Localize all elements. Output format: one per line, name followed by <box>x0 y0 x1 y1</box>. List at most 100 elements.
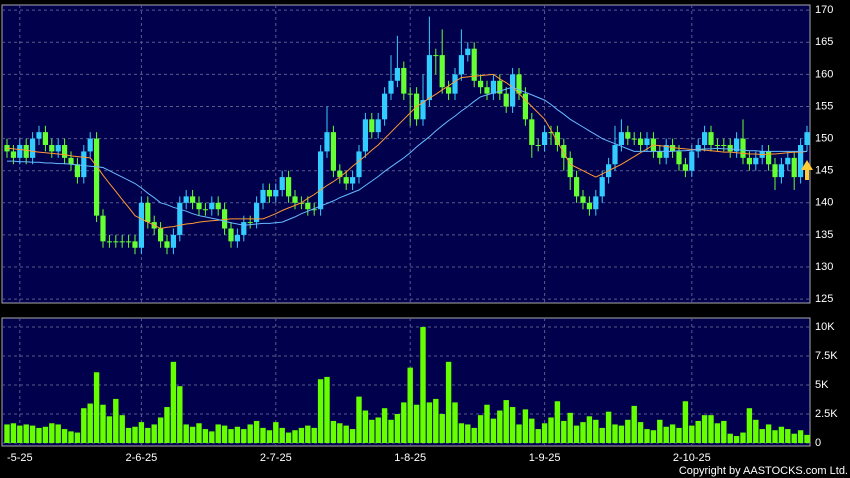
volume-tick-label: 2.5K <box>815 408 838 420</box>
candle-body <box>266 189 272 197</box>
candle-body <box>190 196 196 203</box>
volume-bar <box>522 409 529 443</box>
volume-bar <box>765 424 772 443</box>
volume-bar <box>145 427 151 443</box>
volume-bar <box>759 429 765 443</box>
candle-body <box>113 241 119 243</box>
candle-body <box>119 241 125 243</box>
volume-bar <box>4 424 10 443</box>
candle-body <box>286 177 292 197</box>
candle-body <box>478 80 484 88</box>
copyright: Copyright by AASTOCKS.com Ltd. <box>679 465 848 477</box>
candle-body <box>292 196 298 203</box>
candle-body <box>638 138 644 146</box>
candle-body <box>202 209 208 211</box>
candle-body <box>388 80 394 94</box>
volume-bar <box>439 414 445 443</box>
volume-bar <box>337 423 343 443</box>
candle-body <box>785 157 791 165</box>
volume-bar <box>356 396 362 443</box>
candle-body <box>529 119 535 146</box>
volume-bar <box>81 408 87 443</box>
volume-bar <box>23 424 29 443</box>
candle-body <box>471 48 477 81</box>
candle-body <box>714 145 720 147</box>
y-tick-label: 130 <box>815 261 833 273</box>
volume-bar <box>253 420 260 443</box>
volume-bar <box>388 419 394 443</box>
candle-body <box>612 145 618 165</box>
volume-bar <box>586 416 593 443</box>
volume-bar <box>349 429 356 443</box>
candle-body <box>273 189 279 197</box>
volume-bar <box>714 423 721 443</box>
candle-body <box>49 145 55 152</box>
candle-body <box>177 202 183 235</box>
candle-body <box>670 145 676 152</box>
volume-bar <box>689 425 695 443</box>
volume-bar <box>61 429 68 443</box>
candle-body <box>452 74 458 94</box>
volume-bar <box>241 429 247 443</box>
volume-bar <box>215 424 221 443</box>
y-tick-label: 145 <box>815 165 833 177</box>
volume-bar <box>196 423 202 443</box>
volume-bar <box>279 427 285 443</box>
volume-bar <box>394 414 401 443</box>
volume-bar <box>401 402 407 443</box>
x-tick-label: -5-25 <box>7 452 33 464</box>
candle-body <box>138 202 144 248</box>
candle-body <box>631 138 637 140</box>
volume-bar <box>413 404 420 443</box>
x-tick-label: 2-6-25 <box>126 452 158 464</box>
candle-body <box>458 55 464 75</box>
candle-body <box>369 119 375 133</box>
candle-body <box>503 93 509 107</box>
volume-bar <box>541 423 548 443</box>
volume-bar <box>797 430 804 443</box>
volume-bar <box>125 427 132 443</box>
volume-bar <box>42 426 49 443</box>
candle-body <box>30 138 36 158</box>
volume-tick-label: 7.5K <box>815 350 838 362</box>
volume-bar <box>497 410 503 443</box>
volume-bar <box>535 429 541 443</box>
volume-tick-label: 5K <box>815 379 829 391</box>
candle-body <box>695 145 701 152</box>
volume-bar <box>727 433 733 443</box>
volume-bar <box>266 430 273 443</box>
candle-body <box>209 202 215 210</box>
volume-bar <box>580 422 586 443</box>
volume-bar <box>452 402 458 443</box>
y-tick-label: 160 <box>815 68 833 80</box>
candle-body <box>241 222 247 235</box>
plot-layer: 125 130 135 140 145 150 155 160 165 170 0 2.5K 5K 7.5… <box>2 4 838 464</box>
candle-body <box>215 202 221 210</box>
y-tick-label: 135 <box>815 229 833 241</box>
candle-body <box>164 241 170 248</box>
volume-bar <box>503 400 509 443</box>
candle-body <box>132 241 138 248</box>
price-panel <box>1 4 811 304</box>
volume-bar <box>708 415 714 443</box>
volume-bar <box>740 432 746 443</box>
volume-bar <box>567 412 573 443</box>
volume-bar <box>375 417 381 443</box>
candle-body <box>625 132 631 139</box>
volume-bar <box>247 424 253 443</box>
candle-body <box>676 151 682 165</box>
volume-bar <box>343 425 349 443</box>
volume-bar <box>458 423 465 443</box>
volume-bar <box>445 361 452 443</box>
candle-body <box>593 196 599 210</box>
volume-bar <box>625 419 631 443</box>
candle-body <box>727 145 733 152</box>
volume-bar <box>113 398 119 443</box>
candle-body <box>196 202 202 210</box>
candle-body <box>356 151 362 178</box>
candle-body <box>535 145 541 147</box>
candle-body <box>644 138 650 146</box>
volume-bar <box>228 429 234 443</box>
volume-bar <box>695 420 701 443</box>
